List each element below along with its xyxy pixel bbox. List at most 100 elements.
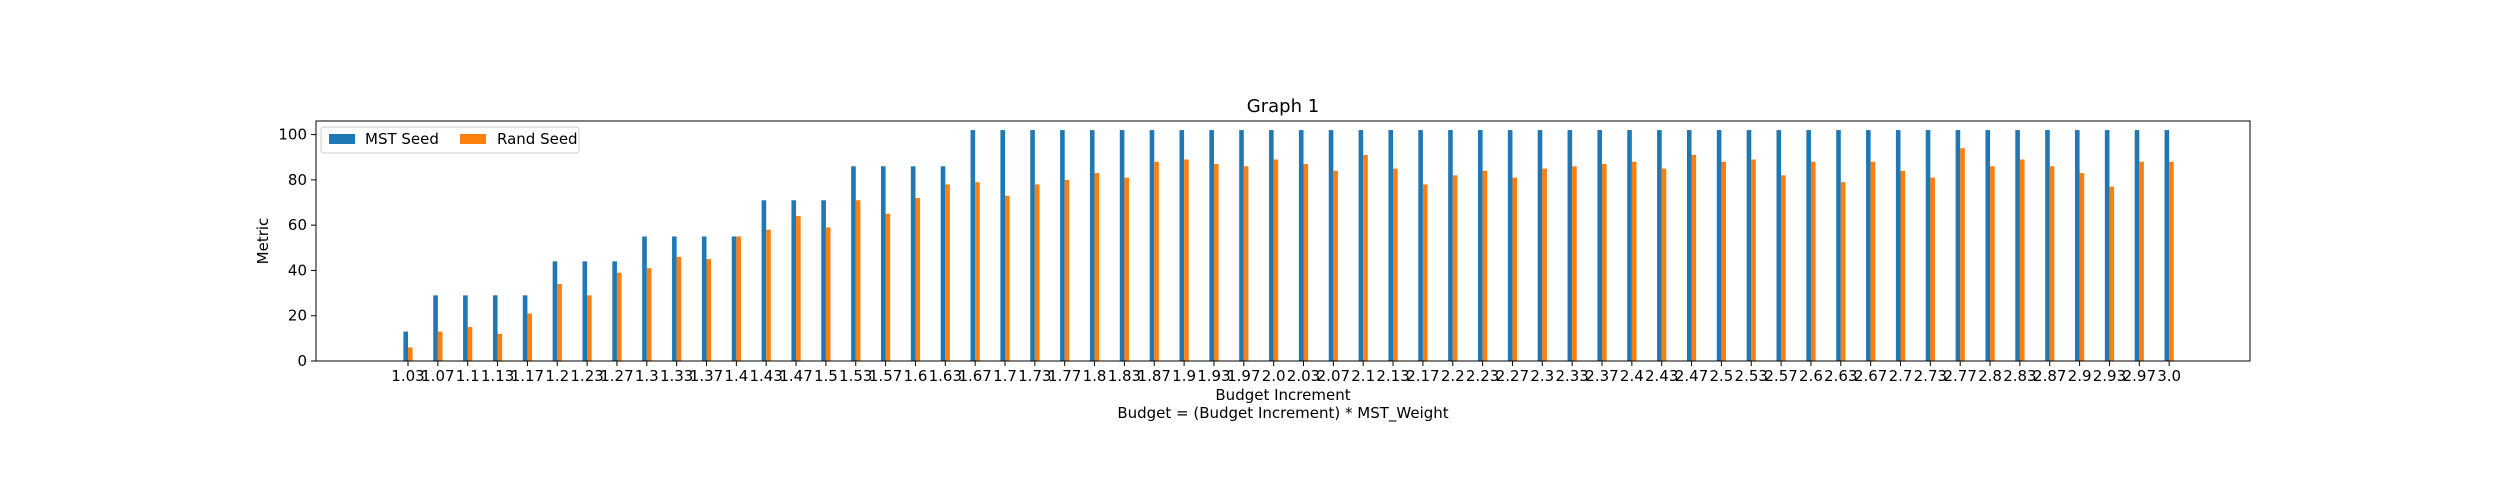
bar-mst-seed-2.17 [1418, 130, 1423, 361]
bar-mst-seed-1.87 [1149, 130, 1155, 361]
bar-rand-seed-1.03 [408, 347, 413, 361]
bar-rand-seed-2.2 [1452, 175, 1458, 361]
bar-mst-seed-2.1 [1358, 130, 1364, 361]
x-axis-label: Budget Increment [1215, 386, 1350, 404]
bar-mst-seed-2.97 [2134, 130, 2140, 361]
y-axis-label: Metric [254, 218, 272, 265]
bar-rand-seed-2.97 [2139, 161, 2144, 361]
x-tick-label-1.1: 1.1 [456, 367, 480, 385]
bar-rand-seed-1.53 [855, 200, 861, 361]
bar-rand-seed-1.8 [1094, 173, 1100, 361]
bar-rand-seed-2.6 [1810, 161, 1816, 361]
bar-mst-seed-1.27 [612, 261, 617, 361]
x-tick-label-2.6: 2.6 [1799, 367, 1823, 385]
bar-rand-seed-1.77 [1064, 179, 1070, 361]
legend: MST Seed Rand Seed [320, 126, 580, 154]
x-tick-label-1.93: 1.93 [1197, 367, 1230, 385]
bar-mst-seed-1.17 [522, 295, 528, 361]
bar-rand-seed-2.4 [1631, 161, 1637, 361]
bar-rand-seed-2.3 [1542, 168, 1547, 361]
bar-mst-seed-1.3 [642, 236, 647, 361]
x-tick-label-2.33: 2.33 [1555, 367, 1588, 385]
bar-mst-seed-3.0 [2164, 130, 2170, 361]
bar-mst-seed-1.7 [1000, 130, 1005, 361]
bar-mst-seed-2.2 [1448, 130, 1453, 361]
bar-rand-seed-2.73 [1930, 177, 1935, 361]
bar-rand-seed-2.63 [1840, 182, 1846, 361]
bar-rand-seed-1.67 [975, 182, 980, 361]
legend-swatch-rand-seed [460, 134, 486, 144]
bar-rand-seed-2.33 [1572, 166, 1577, 361]
chart-title: Graph 1 [1247, 96, 1319, 117]
x-tick-label-2.8: 2.8 [1978, 367, 2002, 385]
x-tick-label-1.97: 1.97 [1227, 367, 1260, 385]
bar-mst-seed-2.8 [1985, 130, 1991, 361]
x-tick-label-1.63: 1.63 [929, 367, 962, 385]
bar-mst-seed-1.1 [463, 295, 468, 361]
x-tick-label-2.83: 2.83 [2003, 367, 2036, 385]
x-tick-label-1.57: 1.57 [869, 367, 902, 385]
x-tick-label-2.1: 2.1 [1351, 367, 1375, 385]
bar-rand-seed-2.83 [2019, 159, 2025, 361]
legend-label-mst-seed: MST Seed [365, 130, 439, 148]
bar-mst-seed-1.4 [731, 236, 737, 361]
bar-rand-seed-1.63 [945, 184, 950, 361]
x-tick-label-1.03: 1.03 [391, 367, 424, 385]
x-tick-label-2.93: 2.93 [2093, 367, 2126, 385]
legend-box [320, 126, 580, 154]
bar-rand-seed-1.87 [1154, 161, 1159, 361]
bar-rand-seed-1.57 [885, 213, 891, 361]
bar-rand-seed-1.83 [1124, 177, 1129, 361]
bar-mst-seed-2.87 [2045, 130, 2050, 361]
bar-rand-seed-1.27 [616, 272, 622, 361]
x-tick-label-1.77: 1.77 [1048, 367, 1081, 385]
x-tick-label-1.47: 1.47 [779, 367, 812, 385]
bar-mst-seed-2.0 [1269, 130, 1274, 361]
bar-mst-seed-2.33 [1567, 130, 1573, 361]
x-tick-label-2.2: 2.2 [1441, 367, 1465, 385]
bar-rand-seed-2.23 [1482, 170, 1488, 361]
bar-mst-seed-2.73 [1925, 130, 1931, 361]
bar-mst-seed-2.63 [1836, 130, 1841, 361]
bar-mst-seed-1.2 [552, 261, 558, 361]
x-tick-label-1.27: 1.27 [600, 367, 633, 385]
bar-mst-seed-2.23 [1478, 130, 1483, 361]
bar-rand-seed-2.13 [1393, 168, 1398, 361]
y-tick-label-40: 40 [288, 261, 307, 279]
bar-rand-seed-2.17 [1422, 184, 1428, 361]
x-tick-label-1.17: 1.17 [511, 367, 544, 385]
bar-mst-seed-1.33 [672, 236, 677, 361]
bar-mst-seed-1.03 [403, 331, 408, 361]
x-tick-label-1.23: 1.23 [570, 367, 603, 385]
x-tick-label-2.03: 2.03 [1287, 367, 1320, 385]
x-tick-label-2.87: 2.87 [2033, 367, 2066, 385]
y-tick-label-60: 60 [288, 216, 307, 234]
bar-rand-seed-2.37 [1602, 164, 1607, 361]
x-tick-label-1.07: 1.07 [421, 367, 454, 385]
bar-rand-seed-2.93 [2109, 186, 2115, 361]
bar-rand-seed-1.07 [437, 331, 443, 361]
x-tick-label-2.67: 2.67 [1854, 367, 1887, 385]
bar-rand-seed-1.47 [796, 216, 801, 361]
bar-rand-seed-1.37 [706, 259, 712, 361]
legend-label-rand-seed: Rand Seed [497, 130, 578, 148]
x-tick-label-2.7: 2.7 [1889, 367, 1913, 385]
plot-frame [315, 120, 2251, 362]
bar-rand-seed-2.43 [1661, 168, 1667, 361]
bar-mst-seed-1.97 [1239, 130, 1244, 361]
bar-rand-seed-2.07 [1333, 170, 1338, 361]
x-tick-label-1.7: 1.7 [993, 367, 1017, 385]
x-tick-label-1.8: 1.8 [1083, 367, 1107, 385]
bar-mst-seed-1.6 [910, 166, 916, 361]
bar-mst-seed-1.63 [940, 166, 946, 361]
bar-rand-seed-1.17 [527, 313, 532, 361]
bar-mst-seed-2.6 [1806, 130, 1811, 361]
y-tick-label-20: 20 [288, 307, 307, 325]
bar-mst-seed-2.7 [1895, 130, 1901, 361]
x-tick-label-2.27: 2.27 [1496, 367, 1529, 385]
bar-mst-seed-2.07 [1328, 130, 1334, 361]
bar-mst-seed-2.77 [1955, 130, 1961, 361]
x-tick-label-3.0: 3.0 [2157, 367, 2181, 385]
x-tick-label-2.0: 2.0 [1262, 367, 1286, 385]
bar-rand-seed-1.33 [676, 256, 682, 361]
